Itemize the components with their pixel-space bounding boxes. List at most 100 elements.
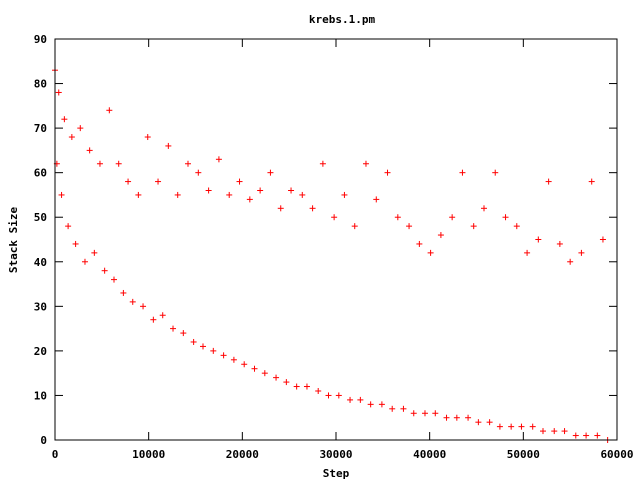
data-point [174,191,181,198]
data-point [421,410,428,417]
data-point [351,223,358,230]
data-point [480,205,487,212]
data-point [72,240,79,247]
data-point [325,392,332,399]
data-point [384,169,391,176]
data-point [283,379,290,386]
data-point [246,196,253,203]
data-point [61,116,68,123]
data-point [453,414,460,421]
x-axis-label: Step [323,467,350,480]
data-point [140,303,147,310]
data-point [81,258,88,265]
y-tick-label: 70 [34,122,47,135]
data-point [470,223,477,230]
data-point [165,142,172,149]
data-point [347,396,354,403]
data-point [535,236,542,243]
data-point [77,125,84,132]
data-point [55,89,62,96]
data-point [65,223,72,230]
data-point [572,432,579,439]
y-tick-label: 80 [34,78,47,91]
data-point [185,160,192,167]
y-tick-label: 10 [34,389,47,402]
data-point [230,356,237,363]
data-point [115,160,122,167]
data-points [52,67,611,443]
data-point [150,316,157,323]
data-point [437,232,444,239]
data-point [545,178,552,185]
data-point [299,191,306,198]
data-point [486,419,493,426]
x-tick-label: 0 [52,448,59,461]
data-point [578,249,585,256]
data-point [331,214,338,221]
data-point [155,178,162,185]
data-point [144,134,151,141]
x-tick-labels: 0 10000 20000 30000 40000 50000 60000 [52,448,634,461]
data-point [257,187,264,194]
data-point [362,160,369,167]
data-point [410,410,417,417]
data-point [91,249,98,256]
data-point [394,214,401,221]
data-point [68,134,75,141]
data-point [432,410,439,417]
data-point [513,223,520,230]
data-point [303,383,310,390]
data-point [496,423,503,430]
x-tick-label: 60000 [600,448,633,461]
data-point [309,205,316,212]
data-point [583,432,590,439]
data-point [367,401,374,408]
data-point [416,240,423,247]
data-point [594,432,601,439]
data-point [96,160,103,167]
data-point [120,289,127,296]
y-axis-label: Stack Size [7,207,20,274]
data-point [588,178,595,185]
y-tick-labels: 0 10 20 30 40 50 60 70 80 90 [34,33,47,447]
y-tick-label: 60 [34,167,47,180]
data-point [261,370,268,377]
data-point [373,196,380,203]
data-point [106,107,113,114]
data-point [170,325,177,332]
y-tick-label: 40 [34,256,47,269]
data-point [335,392,342,399]
data-point [561,428,568,435]
data-point [288,187,295,194]
plot-frame [54,38,618,441]
data-point [551,428,558,435]
data-point [475,419,482,426]
data-point [251,365,258,372]
data-point [319,160,326,167]
data-point [529,423,536,430]
x-tick-label: 50000 [507,448,540,461]
data-point [220,352,227,359]
data-point [210,347,217,354]
data-point [129,298,136,305]
x-tick-label: 10000 [132,448,165,461]
x-tick-label: 20000 [226,448,259,461]
data-point [125,178,132,185]
data-point [540,428,547,435]
data-point [567,258,574,265]
data-point [190,338,197,345]
y-tick-label: 50 [34,211,47,224]
data-point [341,191,348,198]
data-point [449,214,456,221]
data-point [357,396,364,403]
data-point [518,423,525,430]
data-point [226,191,233,198]
chart-title: krebs.1.pm [309,13,376,26]
data-point [101,267,108,274]
data-point [599,236,606,243]
data-point [273,374,280,381]
data-point [241,361,248,368]
data-point [400,405,407,412]
